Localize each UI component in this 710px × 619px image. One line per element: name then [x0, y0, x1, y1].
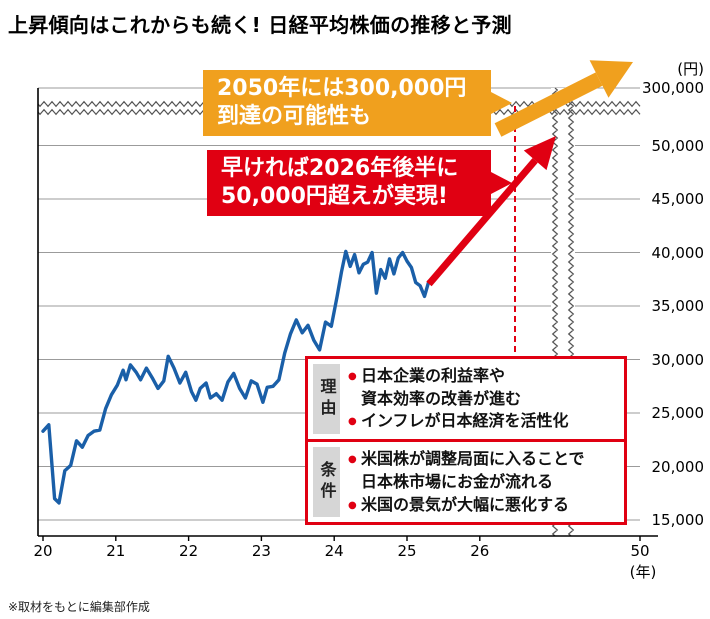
list-item: ● 米国株が調整局面に入ることで [348, 448, 617, 471]
bullet-icon: ● [348, 454, 357, 466]
reason-line-2: 資本効率の改善が進む [361, 388, 522, 408]
source-note: ※取材をもとに編集部作成 [8, 600, 150, 614]
list-item: ● 日本企業の利益率や [348, 365, 617, 388]
condition-lines: ● 米国株が調整局面に入ることで 日本株市場にお金が流れる ● 米国の景気が大幅… [340, 447, 619, 517]
condition-line-3: 米国の景気が大幅に悪化する [361, 494, 570, 514]
condition-label: 条件 [313, 447, 340, 518]
page-title: 上昇傾向はこれからも続く! 日経平均株価の推移と予測 [8, 13, 512, 37]
reason-line-1: 日本企業の利益率や [361, 366, 506, 385]
reason-line-3: インフレが日本経済を活性化 [361, 411, 569, 431]
callout-2050-line1: 2050年には300,000円 [217, 76, 467, 101]
reason-row: 理由 ● 日本企業の利益率や 資本効率の改善が進む ● インフレが日本経済を活性… [308, 359, 624, 439]
condition-row: 条件 ● 米国株が調整局面に入ることで 日本株市場にお金が流れる ● 米国の景気… [308, 439, 624, 522]
callout-2026-line1: 早ければ2026年後半に [221, 156, 459, 181]
nikkei-price-line [41, 249, 431, 505]
forecast-arrow-orange-head [589, 60, 633, 98]
bullet-icon: ● [348, 371, 357, 382]
callout-2026-forecast: 早ければ2026年後半に 50,000円超えが実現! [207, 150, 512, 217]
condition-line-2: 日本株市場にお金が流れる [361, 471, 554, 491]
bullet-icon: ● [348, 499, 357, 511]
list-item: 日本株市場にお金が流れる [348, 471, 617, 494]
bullet-icon: ● [348, 416, 357, 428]
reason-lines: ● 日本企業の利益率や 資本効率の改善が進む ● インフレが日本経済を活性化 [340, 364, 619, 434]
callout-2050-forecast: 2050年には300,000円 到達の可能性も [203, 70, 512, 137]
forecast-arrow-red-shaft [426, 158, 538, 287]
forecast-arrow-orange-shaft [494, 72, 603, 137]
reason-condition-box: 理由 ● 日本企業の利益率や 資本効率の改善が進む ● インフレが日本経済を活性… [305, 356, 627, 526]
list-item: ● 米国の景気が大幅に悪化する [348, 494, 617, 517]
reason-label: 理由 [313, 364, 340, 435]
list-item: ● インフレが日本経済を活性化 [348, 410, 617, 433]
condition-line-1: 米国株が調整局面に入ることで [361, 449, 585, 469]
callout-2026-line2: 50,000円超えが実現! [221, 184, 448, 210]
callout-2050-line2: 到達の可能性も [217, 104, 372, 130]
forecast-arrow-red-head [523, 136, 556, 171]
list-item: 資本効率の改善が進む [348, 388, 617, 411]
